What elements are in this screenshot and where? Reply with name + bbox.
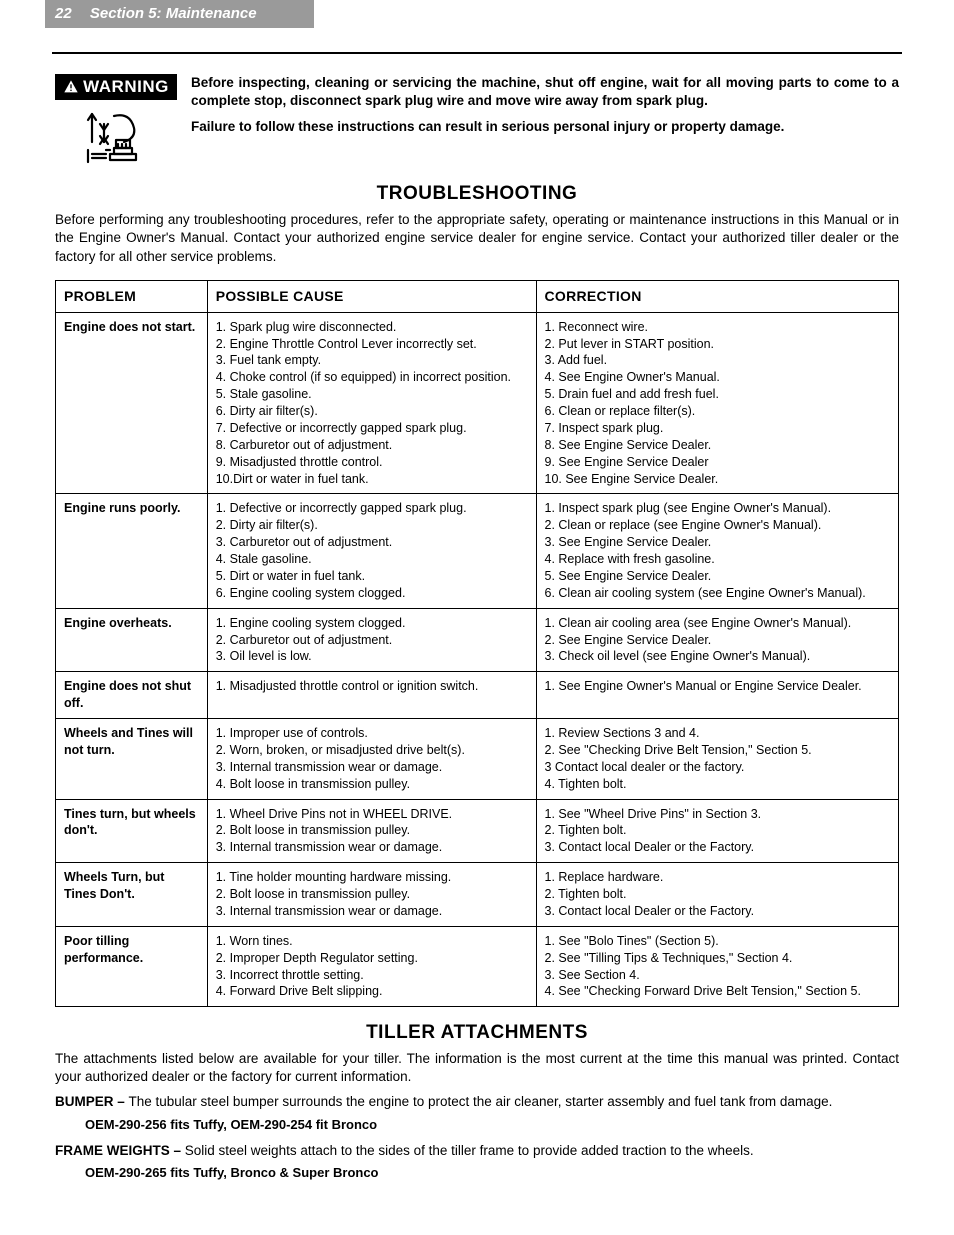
cell-correction: 1. Replace hardware. 2. Tighten bolt. 3.… bbox=[536, 863, 899, 927]
troubleshooting-title: TROUBLESHOOTING bbox=[55, 182, 899, 207]
attachment-text: The tubular steel bumper surrounds the e… bbox=[129, 1094, 833, 1109]
col-problem: PROBLEM bbox=[56, 280, 208, 312]
troubleshooting-table: PROBLEM POSSIBLE CAUSE CORRECTION Engine… bbox=[55, 280, 899, 1008]
warning-paragraph-1: Before inspecting, cleaning or servicing… bbox=[191, 74, 899, 110]
cell-correction: 1. Review Sections 3 and 4. 2. See "Chec… bbox=[536, 719, 899, 800]
problem-label: Engine overheats. bbox=[64, 616, 172, 630]
problem-label: Tines turn, but wheels don't. bbox=[64, 807, 196, 838]
cell-cause: 1. Tine holder mounting hardware missing… bbox=[207, 863, 536, 927]
cell-problem: Engine runs poorly. bbox=[56, 494, 208, 608]
attachment-line: FRAME WEIGHTS – Solid steel weights atta… bbox=[55, 1142, 899, 1160]
table-header-row: PROBLEM POSSIBLE CAUSE CORRECTION bbox=[56, 280, 899, 312]
table-row: Engine does not shut off. 1. Misadjusted … bbox=[56, 672, 899, 719]
warning-left-column: WARNING bbox=[55, 74, 177, 169]
warning-block: WARNING bbox=[55, 74, 899, 169]
cell-cause: 1. Improper use of controls. 2. Worn, br… bbox=[207, 719, 536, 800]
attachment-part-number: OEM-290-265 fits Tuffy, Bronco & Super B… bbox=[85, 1165, 899, 1182]
warning-badge-label: WARNING bbox=[83, 76, 169, 98]
table-row: Tines turn, but wheels don't. 1. Wheel Dr… bbox=[56, 799, 899, 863]
cell-problem: Wheels Turn, but Tines Don't. bbox=[56, 863, 208, 927]
attachments-list: BUMPER – The tubular steel bumper surrou… bbox=[55, 1093, 899, 1182]
problem-label: Wheels and Tines will not turn. bbox=[64, 726, 193, 757]
attachment-text: Solid steel weights attach to the sides … bbox=[185, 1143, 754, 1158]
cell-correction: 1. Clean air cooling area (see Engine Ow… bbox=[536, 608, 899, 672]
col-correction: CORRECTION bbox=[536, 280, 899, 312]
cell-problem: Tines turn, but wheels don't. bbox=[56, 799, 208, 863]
attachments-title: TILLER ATTACHMENTS bbox=[55, 1021, 899, 1046]
alert-triangle-icon bbox=[63, 79, 79, 95]
warning-paragraph-2: Failure to follow these instructions can… bbox=[191, 118, 899, 136]
cell-correction: 1. Inspect spark plug (see Engine Owner'… bbox=[536, 494, 899, 608]
cell-cause: 1. Wheel Drive Pins not in WHEEL DRIVE. … bbox=[207, 799, 536, 863]
cell-problem: Wheels and Tines will not turn. bbox=[56, 719, 208, 800]
cell-cause: 1. Worn tines. 2. Improper Depth Regulat… bbox=[207, 926, 536, 1007]
attachment-part-number: OEM-290-256 fits Tuffy, OEM-290-254 fit … bbox=[85, 1117, 899, 1134]
problem-label: Engine runs poorly. bbox=[64, 501, 180, 515]
attachment-lead: FRAME WEIGHTS – bbox=[55, 1143, 185, 1158]
problem-label: Wheels Turn, but Tines Don't. bbox=[64, 870, 164, 901]
warning-badge: WARNING bbox=[55, 74, 177, 100]
table-row: Wheels Turn, but Tines Don't. 1. Tine hol… bbox=[56, 863, 899, 927]
warning-text: Before inspecting, cleaning or servicing… bbox=[191, 74, 899, 137]
cell-problem: Engine does not shut off. bbox=[56, 672, 208, 719]
table-row: Wheels and Tines will not turn. 1. Improp… bbox=[56, 719, 899, 800]
table-row: Engine does not start. 1. Spark plug wire… bbox=[56, 312, 899, 494]
cell-correction: 1. See Engine Owner's Manual or Engine S… bbox=[536, 672, 899, 719]
table-row: Engine overheats. 1. Engine cooling syste… bbox=[56, 608, 899, 672]
cell-cause: 1. Misadjusted throttle control or ignit… bbox=[207, 672, 536, 719]
table-row: Engine runs poorly. 1. Defective or incor… bbox=[56, 494, 899, 608]
problem-label: Poor tilling performance. bbox=[64, 934, 143, 965]
cell-cause: 1. Engine cooling system clogged. 2. Car… bbox=[207, 608, 536, 672]
page-content: WARNING bbox=[0, 54, 954, 1183]
troubleshooting-intro: Before performing any troubleshooting pr… bbox=[55, 211, 899, 266]
cell-problem: Engine overheats. bbox=[56, 608, 208, 672]
cell-correction: 1. Reconnect wire. 2. Put lever in START… bbox=[536, 312, 899, 494]
table-row: Poor tilling performance. 1. Worn tines. … bbox=[56, 926, 899, 1007]
page-number: 22 bbox=[55, 5, 72, 22]
page-header: 22 Section 5: Maintenance bbox=[45, 0, 314, 28]
problem-label: Engine does not start. bbox=[64, 320, 195, 334]
cell-cause: 1. Defective or incorrectly gapped spark… bbox=[207, 494, 536, 608]
problem-label: Engine does not shut off. bbox=[64, 679, 191, 710]
spark-plug-icon bbox=[84, 108, 148, 169]
section-label: Section 5: Maintenance bbox=[90, 5, 257, 22]
attachments-intro: The attachments listed below are availab… bbox=[55, 1050, 899, 1085]
attachment-lead: BUMPER – bbox=[55, 1094, 129, 1109]
cell-correction: 1. See "Bolo Tines" (Section 5). 2. See … bbox=[536, 926, 899, 1007]
cell-correction: 1. See "Wheel Drive Pins" in Section 3. … bbox=[536, 799, 899, 863]
cell-cause: 1. Spark plug wire disconnected. 2. Engi… bbox=[207, 312, 536, 494]
attachment-line: BUMPER – The tubular steel bumper surrou… bbox=[55, 1093, 899, 1111]
cell-problem: Engine does not start. bbox=[56, 312, 208, 494]
cell-problem: Poor tilling performance. bbox=[56, 926, 208, 1007]
col-cause: POSSIBLE CAUSE bbox=[207, 280, 536, 312]
